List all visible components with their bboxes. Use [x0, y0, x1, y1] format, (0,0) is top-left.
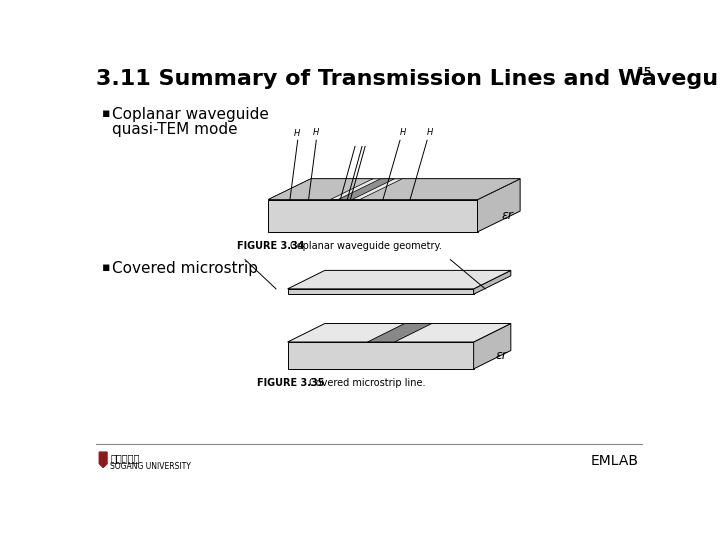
Text: εr: εr	[502, 209, 513, 222]
Polygon shape	[269, 179, 373, 200]
Text: EMLAB: EMLAB	[590, 455, 639, 468]
Text: εr: εr	[495, 349, 507, 362]
Text: 3.11 Summary of Transmission Lines and Waveguides (cont’d): 3.11 Summary of Transmission Lines and W…	[96, 69, 720, 89]
Polygon shape	[99, 452, 107, 468]
Text: quasi-TEM mode: quasi-TEM mode	[112, 122, 238, 137]
Text: Covered microstrip line.: Covered microstrip line.	[310, 378, 426, 388]
Text: ▪: ▪	[102, 107, 110, 120]
Text: 서강대학교: 서강대학교	[110, 453, 140, 463]
Text: SOGANG UNIVERSITY: SOGANG UNIVERSITY	[110, 462, 191, 471]
Polygon shape	[287, 342, 474, 369]
Text: FIGURE 3.35: FIGURE 3.35	[256, 378, 324, 388]
Text: H: H	[312, 128, 319, 137]
Text: 15: 15	[637, 67, 652, 77]
Polygon shape	[360, 179, 520, 200]
Text: H: H	[427, 128, 433, 137]
Polygon shape	[477, 179, 520, 232]
Text: H: H	[400, 128, 406, 137]
Polygon shape	[474, 271, 510, 294]
Polygon shape	[338, 179, 395, 200]
Text: Coplanar waveguide: Coplanar waveguide	[112, 107, 269, 122]
Polygon shape	[367, 323, 432, 342]
Polygon shape	[474, 323, 510, 369]
Text: H: H	[294, 130, 300, 138]
Polygon shape	[269, 200, 477, 232]
Text: Covered microstrip: Covered microstrip	[112, 261, 258, 276]
Polygon shape	[269, 179, 520, 200]
Text: FIGURE 3.34: FIGURE 3.34	[238, 241, 305, 251]
Polygon shape	[287, 271, 510, 289]
Text: Coplanar waveguide geometry.: Coplanar waveguide geometry.	[290, 241, 442, 251]
Polygon shape	[287, 323, 510, 342]
Polygon shape	[287, 289, 474, 294]
Text: ▪: ▪	[102, 261, 110, 274]
